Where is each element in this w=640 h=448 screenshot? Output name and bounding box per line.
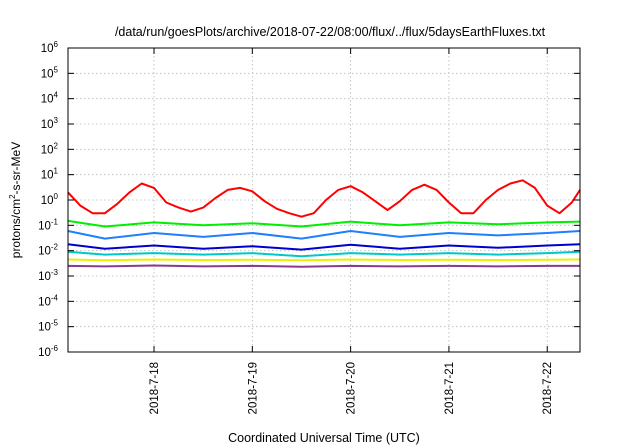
y-tick-label: 10-6: [38, 344, 58, 359]
x-tick-label: 2018-7-21: [444, 362, 456, 414]
chart-title: /data/run/goesPlots/archive/2018-07-22/0…: [115, 25, 546, 39]
x-tick-label: 2018-7-22: [542, 362, 554, 414]
y-axis-label-sup: 2: [8, 194, 17, 199]
y-axis-label-base: protons/cm: [9, 199, 23, 258]
x-axis-label: Coordinated Universal Time (UTC): [228, 431, 420, 445]
y-tick-label: 105: [41, 65, 59, 80]
y-tick-label: 102: [41, 141, 59, 156]
series-group: [67, 179, 581, 268]
series-line-6: [67, 258, 581, 262]
y-tick-label: 101: [41, 167, 59, 182]
series-line-7: [67, 264, 580, 268]
x-tick-label: 2018-7-20: [346, 362, 358, 414]
y-axis-label-rest: -s-sr-MeV: [9, 142, 23, 195]
series-line-4: [67, 250, 581, 258]
y-tick-label: 100: [41, 192, 59, 207]
x-tick-label: 2018-7-18: [149, 362, 161, 414]
y-tick-label: 10-3: [38, 268, 58, 283]
grid: [68, 48, 580, 352]
y-tick-label: 104: [41, 91, 59, 106]
y-tick-label: 10-5: [38, 319, 58, 334]
series-line-5: [67, 243, 581, 251]
x-tick-label: 2018-7-19: [247, 362, 259, 414]
y-axis-label: protons/cm2-s-sr-MeV: [8, 142, 23, 258]
series-line-2: [67, 219, 581, 228]
series-line-1: [67, 179, 581, 218]
y-tick-label: 103: [41, 116, 59, 131]
y-tick-label: 10-4: [38, 293, 58, 308]
y-axis-ticks: 106 105 104 103 102 101 100 10-1 10-2 10-3 10-4 10-…: [38, 40, 580, 359]
series-line-3: [67, 230, 581, 240]
y-tick-label: 10-2: [38, 243, 58, 258]
y-tick-label: 10-1: [38, 217, 58, 232]
x-axis-ticks: 2018-7-18 2018-7-19 2018-7-20 2018-7-21 2018…: [149, 48, 554, 414]
y-tick-label: 106: [41, 40, 59, 55]
